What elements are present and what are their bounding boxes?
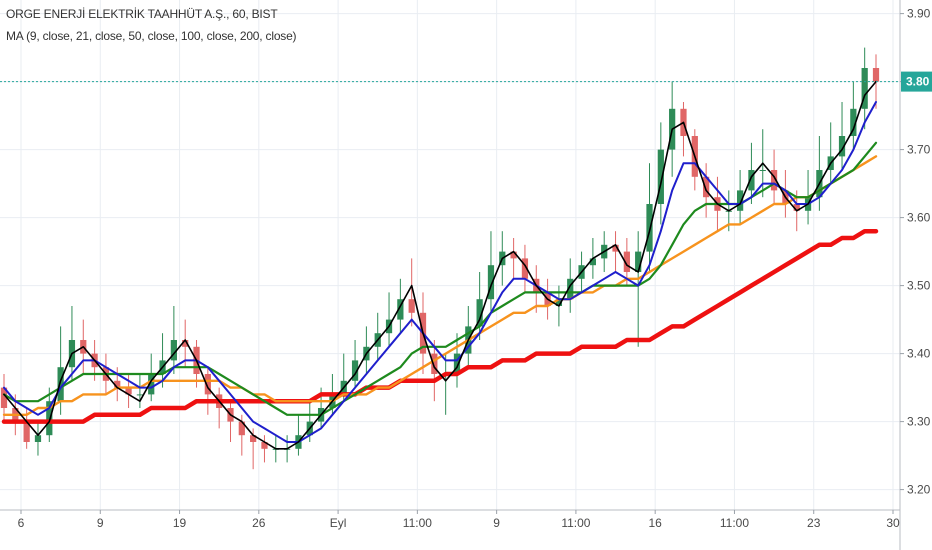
time-axis-label: 9 bbox=[493, 516, 500, 530]
price-axis-label: 3.90 bbox=[907, 7, 931, 21]
candle-body bbox=[555, 299, 563, 306]
moving-average-lines bbox=[1, 80, 879, 450]
candle-body bbox=[657, 149, 664, 204]
candle-body bbox=[182, 340, 189, 347]
candle-body bbox=[567, 278, 574, 300]
candle-body bbox=[57, 367, 64, 402]
candle-body bbox=[351, 360, 359, 381]
price-axis-label: 3.50 bbox=[907, 279, 931, 293]
time-axis-label: 9 bbox=[97, 516, 104, 530]
time-axis-label: 23 bbox=[807, 516, 821, 530]
candle-body bbox=[487, 265, 495, 300]
price-axis[interactable]: 3.203.303.403.503.603.703.803.903.80 bbox=[899, 0, 932, 550]
candlestick-series bbox=[0, 47, 880, 470]
price-axis-label: 3.60 bbox=[907, 211, 931, 225]
candle-body bbox=[125, 387, 132, 395]
candle-body bbox=[703, 176, 710, 198]
time-axis-label: 11:00 bbox=[561, 516, 590, 530]
time-axis-label: 6 bbox=[18, 516, 25, 530]
candle-body bbox=[238, 421, 245, 436]
last-price-badge[interactable] bbox=[901, 71, 932, 92]
ma200-line bbox=[1, 228, 879, 424]
candle-body bbox=[261, 442, 268, 449]
time-axis-label: 11:00 bbox=[720, 516, 749, 530]
candle-body bbox=[850, 108, 857, 136]
candle-body bbox=[136, 394, 144, 396]
price-axis-label: 3.40 bbox=[907, 347, 931, 361]
candle-body bbox=[114, 380, 121, 388]
candle-body bbox=[476, 299, 483, 327]
candle-body bbox=[250, 435, 257, 442]
candle-body bbox=[759, 170, 766, 171]
candle-body bbox=[521, 258, 529, 279]
candle-body bbox=[623, 251, 630, 272]
ma21-line bbox=[3, 101, 877, 443]
candle-body bbox=[34, 435, 42, 442]
candle-body bbox=[431, 353, 438, 374]
price-axis-label: 3.20 bbox=[907, 483, 931, 497]
candle-body bbox=[23, 421, 30, 442]
candle-body bbox=[612, 244, 619, 252]
price-axis-label: 3.70 bbox=[907, 143, 931, 157]
candle-body bbox=[510, 251, 517, 259]
ma9-line bbox=[3, 80, 877, 450]
candle-body bbox=[838, 136, 846, 157]
ma100-line bbox=[2, 155, 878, 416]
time-axis-label: 19 bbox=[173, 516, 187, 530]
candle-body bbox=[736, 190, 744, 211]
chart-grid bbox=[0, 0, 900, 510]
time-axis-label: 16 bbox=[649, 516, 663, 530]
candle-body bbox=[872, 68, 880, 82]
last-price-label: 3.80 bbox=[906, 75, 930, 89]
candle-body bbox=[861, 68, 868, 109]
candle-body bbox=[204, 374, 211, 395]
time-axis-label: Eyl bbox=[330, 516, 347, 530]
candle-body bbox=[408, 299, 415, 313]
candle-body bbox=[635, 251, 642, 272]
price-axis-label: 3.30 bbox=[907, 415, 931, 429]
candle-body bbox=[170, 340, 177, 361]
time-axis-label: 26 bbox=[252, 516, 266, 530]
candle-body bbox=[748, 170, 755, 191]
time-axis-label: 30 bbox=[886, 516, 900, 530]
candle-body bbox=[793, 204, 800, 211]
time-axis[interactable]: 6 9 19 26 Eyl 11:00 9 11:00 16 11:00 23 30 bbox=[0, 509, 900, 530]
candle-body bbox=[589, 258, 596, 266]
candle-body bbox=[148, 374, 155, 395]
candle-body bbox=[46, 401, 53, 436]
candle-body bbox=[770, 170, 778, 191]
chart-title: ORGE ENERJİ ELEKTRİK TAAHHÜT A.Ş., 60, B… bbox=[6, 7, 278, 21]
indicator-legend[interactable]: MA (9, close, 21, close, 50, close, 100,… bbox=[6, 29, 297, 43]
candle-body bbox=[453, 353, 461, 374]
candle-body bbox=[397, 299, 404, 320]
time-axis-label: 11:00 bbox=[403, 516, 432, 530]
candle-body bbox=[0, 387, 8, 408]
